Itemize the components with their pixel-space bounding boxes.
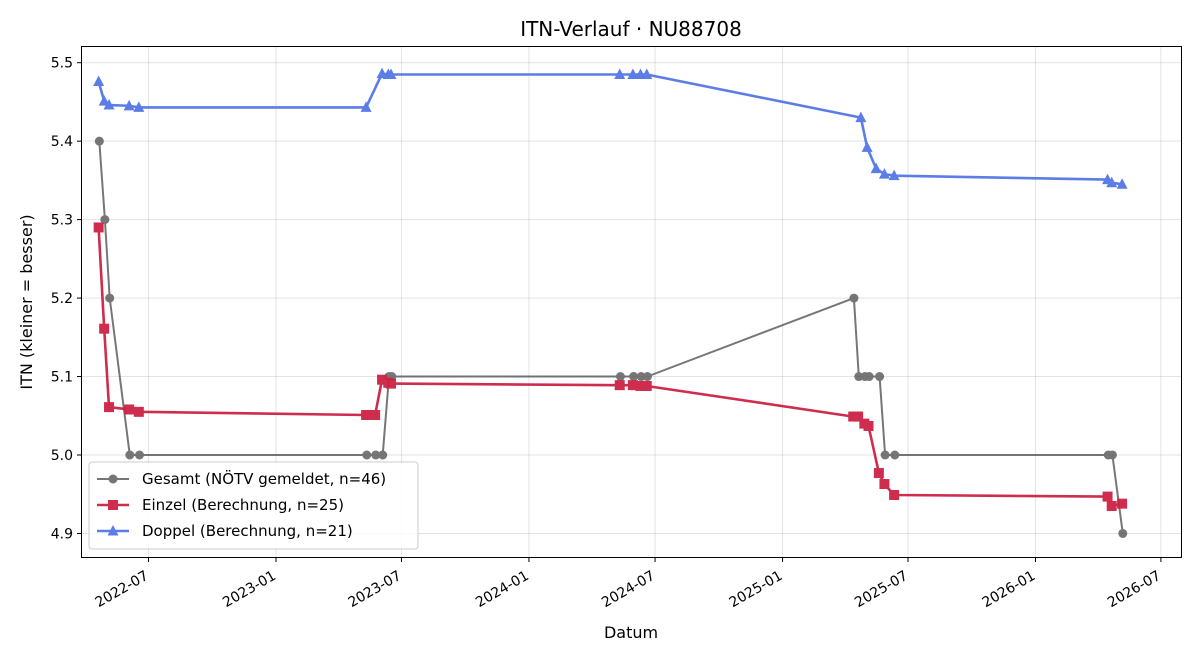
plot-frame bbox=[81, 46, 1182, 558]
series-layer bbox=[93, 67, 1128, 538]
series-0-point bbox=[880, 450, 890, 460]
series-1-point bbox=[386, 378, 397, 389]
series-0-point bbox=[362, 450, 372, 460]
x-tick-label: 2022-07 bbox=[93, 568, 152, 611]
legend-label: Doppel (Berechnung, n=21) bbox=[142, 522, 353, 540]
series-1-point bbox=[93, 222, 104, 233]
x-axis-ticks: 2022-07 2023-01 2023-07 2024-01 2024-07 2025-… bbox=[93, 557, 1164, 611]
series-0-point bbox=[854, 372, 864, 382]
legend: Gesamt (NÖTV gemeldet, n=46) Einzel (Bere… bbox=[88, 461, 419, 550]
series-2 bbox=[93, 67, 1128, 189]
y-axis-label: ITN (kleiner = besser) bbox=[17, 214, 36, 389]
x-axis-label: Datum bbox=[604, 623, 658, 642]
series-1-point bbox=[1117, 498, 1128, 509]
series-1-point bbox=[873, 468, 884, 479]
series-2-point bbox=[98, 95, 110, 106]
series-1-point bbox=[889, 490, 900, 501]
series-0-point bbox=[890, 450, 900, 460]
series-2-point bbox=[855, 111, 867, 123]
y-tick-label: 5.2 bbox=[51, 291, 73, 307]
legend-entry bbox=[97, 500, 129, 510]
x-tick-label: 2026-01 bbox=[980, 568, 1039, 611]
series-2-point bbox=[133, 101, 145, 112]
y-tick-label: 5.5 bbox=[51, 56, 73, 72]
series-2-point bbox=[870, 162, 882, 174]
series-1-point bbox=[879, 479, 890, 490]
series-1-point bbox=[104, 402, 115, 413]
series-0-point bbox=[864, 372, 874, 382]
series-2-point bbox=[861, 141, 873, 152]
series-0 bbox=[94, 136, 1128, 538]
series-1-point bbox=[99, 323, 110, 334]
series-0-point bbox=[615, 372, 625, 382]
series-0-point bbox=[1107, 450, 1117, 460]
legend-marker bbox=[107, 525, 119, 536]
series-0-point bbox=[100, 215, 110, 225]
series-1-point bbox=[635, 380, 646, 391]
x-tick-label: 2026-07 bbox=[1105, 568, 1164, 611]
legend-marker bbox=[108, 500, 118, 510]
series-0-point bbox=[371, 450, 381, 460]
series-1-point bbox=[370, 409, 381, 420]
y-axis-ticks: 4.9 5.0 5.1 5.2 5.3 5.4 5.5 bbox=[51, 56, 82, 542]
legend-label: Einzel (Berechnung, n=25) bbox=[142, 496, 344, 514]
series-1-point bbox=[627, 380, 638, 391]
series-2-point bbox=[93, 75, 105, 87]
legend-label: Gesamt (NÖTV gemeldet, n=46) bbox=[142, 469, 386, 488]
series-2-point bbox=[103, 99, 115, 110]
series-1 bbox=[93, 222, 1128, 511]
series-0-point bbox=[135, 450, 145, 460]
series-0-point bbox=[378, 450, 388, 460]
series-2-point bbox=[888, 169, 900, 181]
x-tick-label: 2024-07 bbox=[599, 568, 658, 611]
series-1-point bbox=[641, 380, 652, 391]
series-0-point bbox=[629, 372, 639, 382]
series-0-point bbox=[94, 136, 104, 146]
x-tick-label: 2023-07 bbox=[346, 568, 405, 611]
series-0-point bbox=[125, 450, 135, 460]
series-2-point bbox=[360, 101, 372, 112]
series-1-point bbox=[361, 409, 372, 420]
x-tick-label: 2025-01 bbox=[727, 568, 786, 611]
series-1-point bbox=[377, 374, 388, 385]
series-1-point bbox=[124, 404, 135, 415]
legend-marker bbox=[108, 474, 118, 484]
series-0-point bbox=[636, 372, 646, 382]
legend-entry bbox=[97, 525, 129, 536]
series-1-point bbox=[863, 420, 874, 431]
series-1-point bbox=[1102, 491, 1113, 502]
series-2-point bbox=[614, 68, 626, 79]
series-0-point bbox=[1118, 528, 1128, 538]
series-2-point bbox=[627, 68, 639, 79]
series-0-point bbox=[875, 372, 885, 382]
y-tick-label: 5.0 bbox=[51, 448, 73, 464]
series-2-point bbox=[1116, 178, 1128, 189]
y-tick-label: 5.4 bbox=[51, 134, 73, 150]
legend-entry bbox=[97, 474, 129, 484]
series-2-point bbox=[385, 68, 397, 79]
y-tick-label: 5.1 bbox=[51, 370, 73, 386]
y-tick-label: 5.3 bbox=[51, 213, 73, 229]
series-2-point bbox=[641, 68, 653, 79]
x-tick-label: 2024-01 bbox=[473, 568, 532, 611]
series-line-2 bbox=[97, 72, 1123, 186]
legend-box bbox=[88, 461, 419, 550]
series-0-point bbox=[105, 293, 115, 303]
x-tick-label: 2023-01 bbox=[220, 568, 279, 611]
series-2-point bbox=[878, 168, 890, 179]
y-tick-label: 4.9 bbox=[51, 526, 73, 542]
series-1-point bbox=[614, 380, 625, 391]
series-1-point bbox=[1106, 501, 1117, 511]
series-1-point bbox=[133, 406, 144, 417]
series-2-point bbox=[1106, 176, 1118, 188]
series-2-point bbox=[123, 99, 135, 111]
series-0-point bbox=[849, 293, 859, 303]
x-tick-label: 2025-07 bbox=[852, 568, 911, 611]
series-1-point bbox=[853, 411, 864, 422]
chart-title: ITN-Verlauf · NU88708 bbox=[520, 17, 742, 41]
series-0-point bbox=[642, 372, 652, 382]
